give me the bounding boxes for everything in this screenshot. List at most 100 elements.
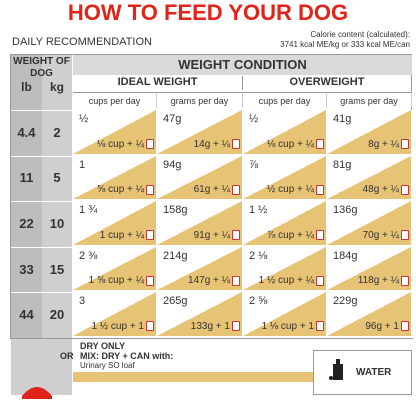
dry-amount: 158g (163, 204, 188, 217)
can-icon (401, 321, 409, 332)
cell (243, 155, 327, 202)
can-icon (316, 184, 324, 195)
dry-amount: 41g (333, 113, 352, 125)
mix-amount: 1 ⅛ cup + 1 (261, 321, 324, 332)
mix-amount: 1 ⅝ cup + ¼ (89, 275, 154, 286)
cell (157, 110, 243, 156)
row-sep (11, 292, 72, 294)
can-icon (232, 184, 240, 195)
dry-only: DRY ONLY (80, 341, 126, 351)
lb: 44 (19, 307, 34, 323)
row-sep (11, 155, 72, 157)
mix: MIX: DRY + CAN with: (80, 351, 174, 361)
mix-amount: 1 cup + ¼ (100, 230, 154, 241)
dry-amount: 2 ⅝ (249, 295, 268, 308)
group-header: IDEAL WEIGHT (73, 76, 243, 90)
condition-header: WEIGHT CONDITION (73, 55, 412, 75)
cell (327, 292, 412, 338)
cell (157, 201, 243, 247)
unit-kg: kg (49, 80, 64, 94)
can-icon (146, 138, 154, 149)
mix-amount: 70g + ¼ (363, 230, 409, 241)
title: HOW TO FEED YOUR DOG (67, 0, 349, 25)
can-icon (146, 275, 154, 286)
dry-amount: ½ (79, 113, 89, 125)
dry-amount: 1 ¾ (79, 204, 98, 217)
mix-amount: ⅝ cup + ¼ (97, 184, 154, 195)
column-header: grams per day (157, 92, 243, 108)
dry-amount: 94g (163, 158, 182, 171)
dry-amount: 214g (163, 249, 188, 262)
mix-amount: 48g + ¼ (363, 184, 409, 195)
mix-amount: 14g + ¼ (194, 139, 240, 150)
cell (73, 155, 157, 202)
can-icon (316, 138, 324, 149)
can-icon (316, 275, 324, 286)
cell (327, 155, 412, 202)
lb: 11 (19, 170, 34, 186)
mix-amount: ⅛ cup + ¼ (267, 139, 324, 150)
column-header: cups per day (73, 92, 157, 108)
can-icon (401, 138, 409, 149)
kg: 15 (49, 261, 65, 277)
mix-amount: 96g + 1 (365, 321, 409, 332)
kg: 10 (49, 216, 65, 231)
dry-amount: 265g (163, 295, 188, 308)
dry-amount: 2 ⅜ (79, 249, 98, 262)
row-sep (11, 201, 72, 203)
mix-amount: 1 ½ cup + 1 (91, 321, 154, 332)
cell (327, 201, 412, 247)
cell (327, 110, 412, 156)
cell (73, 292, 157, 338)
can-icon (146, 321, 154, 332)
mix-amount: 61g + ¼ (194, 184, 240, 195)
lb: 4.4 (17, 124, 36, 140)
can-icon (146, 230, 154, 241)
kg: 5 (53, 170, 61, 186)
row-sep (11, 110, 72, 111)
dry-amount: 1 (79, 158, 86, 171)
can-icon (146, 184, 154, 195)
cell (327, 246, 412, 293)
unit-lb: lb (21, 80, 32, 94)
calorie-value: 3741 kcal ME/kg or 333 kcal ME/can (280, 40, 410, 49)
row-sep (11, 246, 72, 248)
kg: 20 (49, 307, 65, 323)
can-icon (401, 184, 409, 195)
lb: 22 (19, 216, 34, 231)
kg: 2 (53, 124, 61, 140)
mix-amount: 133g + 1 (191, 321, 240, 332)
cell (243, 292, 327, 338)
dry-amount: ⅞ (249, 158, 259, 171)
or: OR (60, 351, 74, 361)
can-icon (232, 321, 240, 332)
dry-amount: 136g (333, 204, 358, 217)
footer-band (73, 372, 313, 382)
can-icon (232, 230, 240, 241)
group-header: OVERWEIGHT (243, 76, 412, 90)
mix-amount: ⅛ cup + ¼ (97, 139, 154, 150)
cell (157, 155, 243, 202)
lb: 33 (19, 261, 34, 277)
can-icon (316, 321, 324, 332)
lb-column (11, 55, 42, 338)
mix-amount: 1 ½ cup + ¼ (259, 275, 324, 286)
mix-amount: ½ cup + ¼ (267, 184, 324, 195)
can-icon (232, 138, 240, 149)
water: WATER (356, 367, 392, 378)
cell (243, 110, 327, 156)
can-icon (401, 275, 409, 286)
dry-amount: 2 ⅛ (249, 249, 268, 262)
mix-amount: 8g + ¼ (368, 139, 409, 150)
mix-amount: 91g + ¼ (194, 230, 240, 241)
dry-amount: 47g (163, 113, 182, 125)
weight-header: WEIGHT OF DOG (13, 56, 70, 79)
dry-amount: 1 ½ (249, 204, 268, 217)
subtitle: DAILY RECOMMENDATION (12, 36, 152, 48)
cell (157, 246, 243, 293)
cell (73, 201, 157, 247)
dry-amount: 229g (333, 295, 358, 308)
cell (73, 110, 157, 156)
water-box (313, 350, 412, 395)
